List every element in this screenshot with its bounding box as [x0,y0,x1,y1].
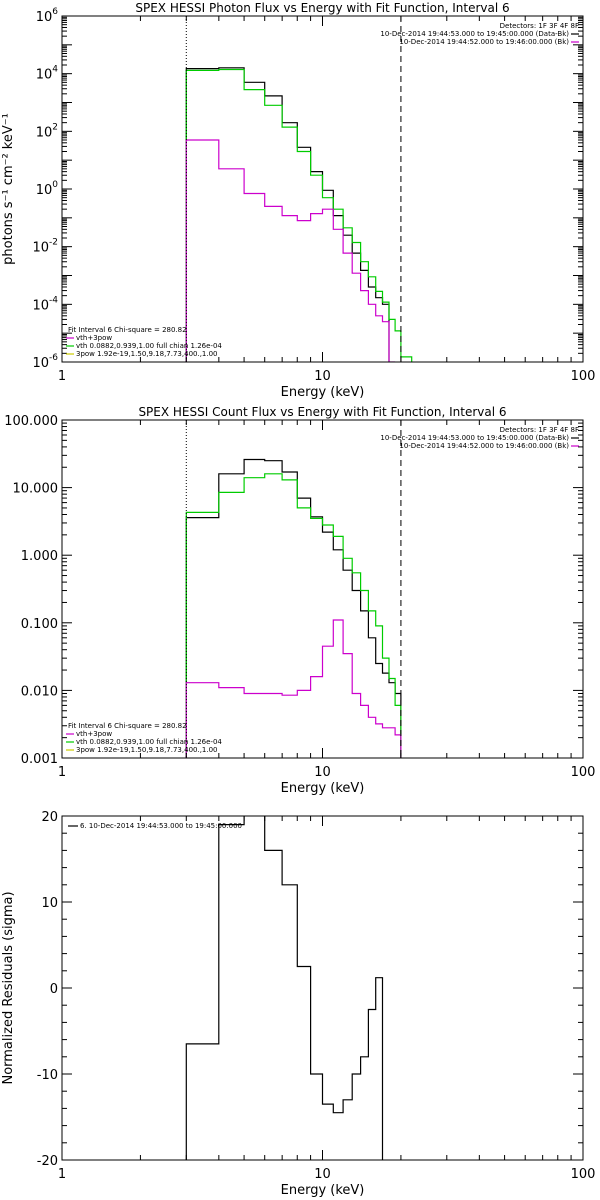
y-tick-label: 102 [36,122,58,140]
legend-entry: 3pow 1.92e-19,1.50,9.18,7.73,400.,1.00 [76,350,218,358]
legend-entry: Detectors: 1F 3F 4F 8F [500,22,579,30]
y-tick-label: -20 [37,1154,58,1169]
x-axis-label: Energy (keV) [281,1183,365,1198]
chart-panel-2: SPEX HESSI Count Flux vs Energy with Fit… [4,405,595,796]
x-tick-label: 1 [58,1167,66,1182]
series-line-1 [185,67,390,362]
x-tick-label: 10 [314,765,331,780]
legend-entry: Fit Interval 6 Chi-square = 280.82 [68,722,187,730]
y-axis-label: Normalized Residuals (sigma) [1,891,16,1084]
y-tick-label: 10 [41,896,58,911]
x-tick-label: 100 [571,369,596,384]
legend-entry: 10-Dec-2014 19:44:53.000 to 19:45:00.000… [380,30,569,38]
chart-title: SPEX HESSI Count Flux vs Energy with Fit… [138,405,506,419]
y-tick-exponent: 4 [52,65,58,75]
y-tick-base: 10 [32,241,49,256]
y-tick-label: 10-4 [32,295,58,313]
chart-panel-3: 1 10 100 -20 -10 0 10 20 Energy (keV) Normalized … [1,810,595,1198]
x-tick-label: 10 [314,369,331,384]
x-axis-label: Energy (keV) [281,781,365,796]
y-tick-base: 10 [36,183,53,198]
chart-title: SPEX HESSI Photon Flux vs Energy with Fi… [135,1,509,15]
legend-entry: Detectors: 1F 3F 4F 8F [500,426,579,434]
y-tick-label: 0 [50,982,58,997]
y-tick-base: 10 [32,298,49,313]
y-tick-label: 100.000 [4,414,58,429]
y-tick-exponent: 2 [52,122,58,132]
series-line-3 [185,139,396,362]
y-tick-label: 0.010 [21,684,58,699]
x-tick-label: 100 [571,1167,596,1182]
y-axis-label: photons s⁻¹ cm⁻² keV⁻¹ [1,113,16,265]
y-tick-exponent: -2 [49,238,58,248]
plot-frame [61,419,584,759]
x-tick-label: 1 [58,369,66,384]
legend-entry: vth+3pow [76,730,112,738]
y-tick-label: -10 [37,1068,58,1083]
legend-entry: vth 0.0882,0.939,1.00 full chian 1.26e-0… [76,738,222,746]
y-tick-label: 10.000 [13,482,59,497]
y-tick-label: 10-2 [32,238,58,256]
series-line-3 [185,619,402,758]
y-tick-label: 20 [41,810,58,825]
series-line-2 [185,473,402,758]
legend-entry: Fit Interval 6 Chi-square = 280.82 [68,326,187,334]
y-tick-label: 0.100 [21,617,58,632]
y-tick-label: 106 [36,7,59,25]
y-tick-label: 104 [36,65,59,83]
x-axis-label: Energy (keV) [281,385,365,400]
y-tick-label: 1.000 [21,549,58,564]
y-tick-base: 10 [36,68,53,83]
legend-entry: 10-Dec-2014 19:44:52.000 to 19:46:00.000… [399,442,569,450]
y-tick-label: 100 [36,180,59,198]
y-tick-label: 0.001 [21,752,58,767]
y-tick-exponent: -6 [49,353,58,363]
y-tick-label: 10-6 [32,353,58,371]
series-line-2 [185,68,413,362]
y-tick-exponent: 6 [52,7,58,17]
y-tick-base: 10 [36,10,53,25]
x-tick-label: 10 [314,1167,331,1182]
y-tick-exponent: -4 [49,295,58,305]
series-line-1 [185,816,384,1160]
x-tick-label: 1 [58,765,66,780]
legend-entry: vth+3pow [76,334,112,342]
chart-panel-1: SPEX HESSI Photon Flux vs Energy with Fi… [1,1,595,400]
y-tick-base: 10 [32,356,49,371]
x-tick-label: 100 [571,765,596,780]
legend-entry: vth 0.0882,0.939,1.00 full chian 1.26e-0… [76,342,222,350]
legend-entry: 10-Dec-2014 19:44:52.000 to 19:46:00.000… [399,38,569,46]
y-tick-exponent: 0 [52,180,58,190]
legend-entry: 10-Dec-2014 19:44:53.000 to 19:45:00.000… [380,434,569,442]
plot-frame [61,815,584,1161]
legend-entry: 6. 10-Dec-2014 19:44:53.000 to 19:45:00.… [80,822,242,830]
y-tick-base: 10 [36,125,53,140]
legend-entry: 3pow 1.92e-19,1.50,9.18,7.73,400.,1.00 [76,746,218,754]
series-line-1 [185,458,402,758]
